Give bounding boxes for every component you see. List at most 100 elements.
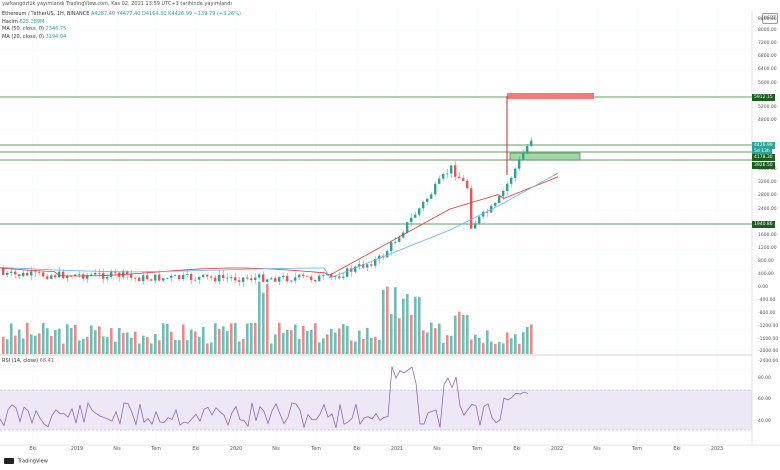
volume-bar [242, 338, 245, 354]
time-axis-label: Tem [151, 447, 161, 452]
candle-body [406, 222, 409, 233]
volume-bar [334, 332, 337, 354]
volume-bar [14, 335, 17, 354]
legend-symbol-row[interactable]: Ethereum / TetherUS, 1H, BINANCE A4287.4… [2, 11, 241, 19]
price-tag: 4426.99 [752, 142, 775, 149]
price-axis-label: -1600.00 [758, 337, 779, 342]
volume-bar [70, 327, 73, 354]
price-tag: 3926.50 [752, 162, 775, 169]
candle-body [54, 275, 57, 278]
volume-bar [466, 314, 469, 354]
volume-bar [370, 337, 373, 354]
price-axis-label: 5600.00 [758, 81, 777, 86]
volume-bar [266, 283, 269, 354]
candle-body [294, 277, 297, 281]
volume-bar [46, 328, 49, 354]
time-axis-label: Eki [192, 447, 200, 452]
candle-body [222, 274, 225, 278]
candle-body [322, 275, 325, 276]
volume-bar [130, 337, 133, 354]
volume-bar [62, 343, 65, 354]
legend-ma2-label: MA (20, close, 0) [2, 33, 45, 40]
volume-bar [98, 326, 101, 354]
volume-bar [470, 339, 473, 354]
candle-body [530, 140, 533, 147]
time-axis-label: Tem [632, 447, 642, 452]
volume-bar [526, 326, 529, 354]
volume-bar [126, 332, 129, 354]
candle-body [342, 276, 345, 278]
time-axis-label: Eki [29, 447, 37, 452]
volume-bar [282, 333, 285, 354]
volume-bar [82, 338, 85, 354]
volume-bar [502, 343, 505, 354]
candle-body [198, 276, 201, 280]
volume-bar [34, 335, 37, 354]
candle-body [226, 277, 229, 279]
candle-body [150, 279, 153, 281]
ma-blue-line [0, 172, 559, 279]
candle-body [330, 274, 333, 277]
candle-body [486, 211, 489, 213]
volume-bar [234, 323, 237, 354]
candle-body [286, 275, 289, 282]
volume-bar [246, 323, 249, 354]
volume-bar [22, 338, 25, 354]
volume-bar [378, 339, 381, 354]
candle-body [390, 242, 393, 252]
volume-bar [402, 298, 405, 354]
volume-bar [78, 340, 81, 354]
volume-bar [358, 330, 361, 354]
volume-bar [486, 330, 489, 354]
candle-body [522, 153, 525, 160]
rsi-legend[interactable]: RSI (14, close) 68.41 [2, 358, 54, 364]
legend-ma2-row[interactable]: MA (20, close, 0) 3194.04 [2, 34, 241, 42]
volume-bar [430, 322, 433, 354]
volume-bar [94, 330, 97, 354]
legend-volume-row[interactable]: Hacim 625.389M [2, 19, 241, 27]
volume-bar [174, 340, 177, 354]
volume-bar [338, 328, 341, 354]
volume-bar [386, 286, 389, 354]
volume-bar [346, 325, 349, 354]
volume-bar [482, 343, 485, 354]
volume-bar [146, 337, 149, 354]
candle-body [10, 271, 13, 273]
candle-body [298, 274, 301, 278]
chart-header: yarkangözlük yayımlandı TradingView.com,… [0, 0, 780, 10]
legend-ohlc: A4287.40 Y4477.40 D4164.30 K4426.99 +139… [91, 11, 241, 17]
candle-body [174, 275, 177, 276]
volume-bar [114, 341, 117, 354]
volume-bar [218, 329, 221, 354]
currency-selector[interactable]: USDT [762, 13, 778, 24]
volume-bar [226, 331, 229, 354]
time-axis-label: Nis [113, 447, 121, 452]
volume-bar [270, 343, 273, 354]
volume-bar [250, 323, 253, 354]
candle-body [234, 277, 237, 281]
price-axis-label: 6400.00 [758, 67, 777, 72]
volume-bar [170, 331, 173, 354]
volume-bar [30, 334, 33, 354]
candle-body [98, 272, 101, 274]
time-axis-label: Tem [311, 447, 321, 452]
legend-ma1-row[interactable]: MA (50, close, 0) 2346.75 [2, 26, 241, 34]
candle-body [78, 274, 81, 276]
candle-body [214, 277, 217, 282]
volume-bar [54, 330, 57, 354]
volume-bar [414, 296, 417, 354]
candle-body [314, 279, 317, 282]
candle-body [122, 271, 125, 277]
candle-body [178, 275, 181, 279]
volume-bar [462, 315, 465, 354]
candle-body [518, 159, 521, 169]
candle-body [18, 274, 21, 277]
volume-bar [162, 323, 165, 354]
tradingview-logo-icon [4, 458, 14, 464]
volume-bar [90, 325, 93, 354]
candle-body [34, 271, 37, 273]
candle-body [410, 217, 413, 223]
candle-body [430, 194, 433, 199]
volume-bar [326, 334, 329, 354]
